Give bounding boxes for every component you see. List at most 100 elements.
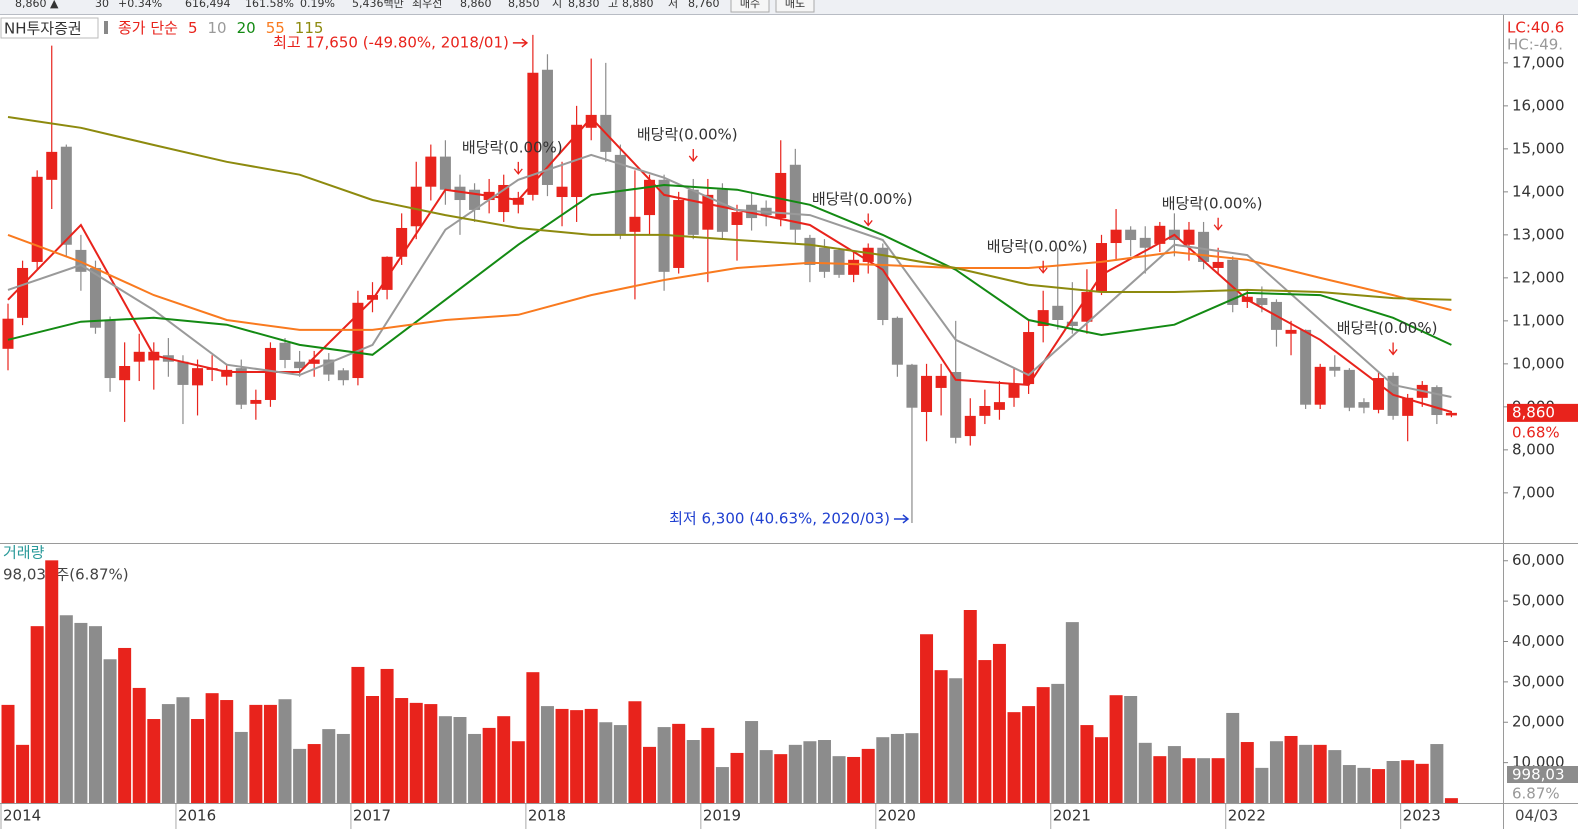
candle-body	[1096, 243, 1107, 293]
y-tick-label: 40,000	[1512, 632, 1565, 650]
moving-average	[7, 116, 1452, 301]
candle-body	[731, 212, 743, 225]
volume-bar	[861, 748, 875, 803]
volume-bar	[511, 741, 525, 803]
order-button-label[interactable]: 매도	[785, 0, 805, 10]
volume-bar	[234, 731, 248, 803]
volume-bar	[1080, 725, 1094, 803]
volume-bar	[1167, 746, 1181, 803]
volume-bar	[657, 727, 671, 803]
candle-body	[1358, 402, 1370, 408]
volume-current: 998,03	[1512, 766, 1565, 784]
candle-body	[235, 368, 247, 405]
current-price-box	[1507, 403, 1578, 422]
candle-body	[381, 256, 393, 290]
volume-bar	[570, 710, 584, 803]
order-button[interactable]	[730, 0, 770, 13]
moving-average	[7, 233, 1452, 331]
candle-body	[1139, 237, 1151, 248]
volume-bar	[1313, 744, 1327, 803]
y-tick-label: 11,000	[1512, 311, 1565, 329]
candle-body	[673, 200, 685, 268]
candle-body	[1445, 412, 1457, 416]
header-item: 8,880	[622, 0, 654, 10]
y-tick-label: 30,000	[1512, 672, 1565, 690]
stock-name: NH투자증권	[4, 20, 82, 38]
y-tick-label: 10,000	[1512, 354, 1565, 372]
volume-bar	[1197, 758, 1211, 803]
volume-bar	[1255, 767, 1269, 803]
order-button[interactable]	[775, 0, 815, 13]
volume-bar	[1153, 756, 1167, 803]
y-tick-label: 20,000	[1512, 713, 1565, 731]
volume-bar	[1211, 758, 1225, 803]
candle-body	[950, 372, 962, 438]
volume-bar	[322, 729, 336, 803]
dividend-arrow	[1213, 217, 1223, 231]
candle-body	[439, 156, 451, 190]
candle-body	[1212, 261, 1224, 268]
volume-bar	[978, 660, 992, 803]
x-tick-label: 2014	[3, 807, 41, 825]
volume-bar	[934, 670, 948, 803]
volume-bar	[103, 659, 117, 803]
volume-bar	[395, 698, 409, 803]
low-note: 최저 6,300 (40.63%, 2020/03)	[669, 509, 890, 527]
volume-bar	[832, 756, 846, 803]
header-item: 고	[608, 0, 618, 10]
candle-body	[1431, 387, 1443, 416]
dividend-note: 배당락(0.00%)	[637, 125, 738, 143]
candle-body	[60, 146, 72, 245]
header-item: 8,850	[508, 0, 540, 10]
high-arrow	[512, 38, 529, 48]
header-item: 최우선	[412, 0, 442, 10]
candle-body	[862, 247, 874, 262]
volume-bar	[205, 693, 219, 803]
volume-bar	[817, 740, 831, 803]
header-item: 8,830	[568, 0, 600, 10]
dividend-note: 배당락(0.00%)	[1337, 319, 1438, 337]
volume-bar	[1109, 695, 1123, 803]
x-tick-label: 2016	[178, 807, 216, 825]
candle-body	[221, 369, 233, 377]
candle-body	[177, 361, 189, 385]
volume-bar	[336, 733, 350, 803]
hc-label: HC:-49.	[1507, 36, 1563, 54]
volume-bar	[118, 647, 132, 803]
volume-bar	[788, 744, 802, 803]
candle-body	[1023, 332, 1035, 385]
legend-entry: 5	[188, 19, 198, 37]
volume-bar	[1182, 758, 1196, 803]
order-button-label[interactable]: 매수	[740, 0, 760, 10]
volume-bar	[1357, 767, 1371, 803]
volume-bar	[803, 741, 817, 803]
candle-body	[848, 259, 860, 275]
dividend-arrow	[1388, 342, 1398, 356]
dividend-note: 배당락(0.00%)	[1162, 194, 1263, 212]
candle-body	[614, 154, 626, 235]
change-label: 0.68%	[1512, 423, 1560, 441]
candle-body	[104, 319, 116, 379]
candle-body	[17, 267, 29, 318]
candle-body	[658, 179, 670, 272]
volume-bar	[686, 740, 700, 803]
y-tick-label: 14,000	[1512, 182, 1565, 200]
candle-body	[1285, 329, 1297, 334]
candle-body	[906, 364, 918, 408]
header-item: 8,760	[688, 0, 720, 10]
volume-bar	[191, 719, 205, 803]
x-tick-label: 2018	[528, 807, 566, 825]
volume-bar	[424, 704, 438, 803]
candle-body	[454, 186, 466, 201]
candle-body	[541, 69, 553, 185]
x-tick-label: 2020	[878, 807, 916, 825]
candle-body	[89, 267, 101, 328]
candle-body	[367, 295, 378, 300]
x-tick-label: 2019	[703, 807, 741, 825]
header-item: +0.34%	[118, 0, 162, 10]
candle-body	[1387, 375, 1399, 416]
legend-entry: 115	[295, 19, 324, 37]
volume-bar	[482, 727, 496, 803]
volume-bar	[1328, 750, 1342, 803]
dividend-note: 배당락(0.00%)	[812, 190, 913, 208]
